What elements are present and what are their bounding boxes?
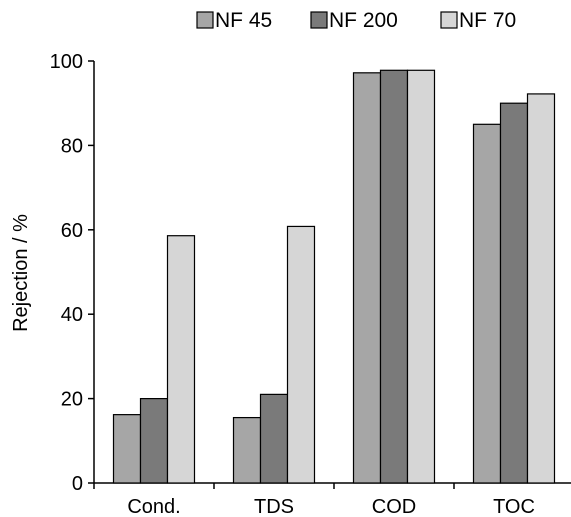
bar-nf-200-cond <box>139 398 169 484</box>
legend-label-nf-200: NF 200 <box>329 9 398 32</box>
bar-nf-45-cond <box>112 414 142 484</box>
x-tick-label: Cond. <box>127 496 180 517</box>
y-axis: 0 20 40 60 80 100 <box>50 51 95 495</box>
bar-nf-200-tds <box>259 393 289 484</box>
legend: NF 45 NF 200 NF 70 <box>196 9 516 32</box>
legend-swatch-nf-200 <box>310 11 328 29</box>
legend-swatch-nf-70 <box>440 11 458 29</box>
bar-nf-200-cod <box>379 69 409 484</box>
x-axis: Cond. TDS COD TOC <box>93 482 571 517</box>
y-tick-label: 0 <box>72 473 83 495</box>
x-tick-label: COD <box>372 496 416 517</box>
bar-nf-70-toc <box>526 93 556 484</box>
y-axis-title: Rejection / % <box>10 214 32 332</box>
legend-label-nf-45: NF 45 <box>215 9 272 32</box>
y-tick-label: 100 <box>50 51 83 73</box>
y-tick-label: 20 <box>61 389 83 411</box>
legend-swatch-nf-45 <box>196 11 214 29</box>
bar-nf-45-cod <box>352 72 382 484</box>
bar-nf-70-cond <box>166 235 196 484</box>
y-tick-label: 40 <box>61 304 83 326</box>
bar-nf-70-tds <box>286 225 316 484</box>
y-tick-label: 60 <box>61 220 83 242</box>
y-tick-label: 80 <box>61 135 83 157</box>
bar-nf-70-cod <box>406 69 436 484</box>
legend-label-nf-70: NF 70 <box>459 9 516 32</box>
bars <box>112 69 556 484</box>
bar-nf-200-toc <box>499 102 529 484</box>
bar-nf-45-tds <box>232 416 262 484</box>
x-tick-label: TOC <box>493 496 535 517</box>
x-tick-label: TDS <box>254 496 294 517</box>
bar-nf-45-toc <box>472 123 502 484</box>
